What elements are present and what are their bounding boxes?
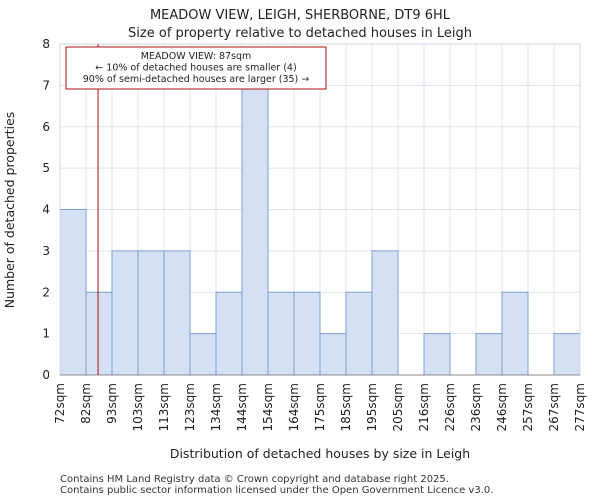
x-tick-label: 267sqm bbox=[547, 383, 561, 431]
bar-185sqm bbox=[345, 291, 373, 376]
x-tick-label: 154sqm bbox=[261, 383, 275, 431]
footer-line-2: Contains public sector information licen… bbox=[60, 485, 494, 496]
bar-246sqm bbox=[501, 291, 529, 376]
x-tick-label: 144sqm bbox=[235, 383, 249, 431]
x-tick-label: 257sqm bbox=[521, 383, 535, 431]
x-tick-label: 195sqm bbox=[365, 383, 379, 431]
chart-title: MEADOW VIEW, LEIGH, SHERBORNE, DT9 6HL bbox=[149, 8, 451, 23]
x-tick-label: 236sqm bbox=[469, 383, 483, 431]
x-tick-label: 113sqm bbox=[157, 383, 171, 431]
bar-72sqm bbox=[59, 209, 87, 376]
y-axis-label: Number of detached properties bbox=[2, 112, 17, 309]
y-tick-label: 8 bbox=[42, 37, 50, 51]
annotation-box bbox=[65, 46, 327, 90]
x-tick-label: 123sqm bbox=[183, 383, 197, 431]
annotation-line-1: MEADOW VIEW: 87sqm bbox=[141, 51, 252, 62]
x-tick-label: 164sqm bbox=[287, 383, 301, 431]
footer-line-1: Contains HM Land Registry data © Crown c… bbox=[60, 474, 449, 485]
x-tick-label: 246sqm bbox=[495, 383, 509, 431]
x-tick-label: 175sqm bbox=[313, 383, 327, 431]
chart-subtitle: Size of property relative to detached ho… bbox=[128, 26, 472, 41]
x-tick-label: 134sqm bbox=[209, 383, 223, 431]
x-tick-label: 226sqm bbox=[443, 383, 457, 431]
x-tick-label: 103sqm bbox=[131, 383, 145, 431]
axes: 0 1 2 3 4 5 6 7 8 72sqm 82sqm 93sqm 103sqm 113sqm 123s… bbox=[42, 37, 587, 431]
x-tick-label: 216sqm bbox=[417, 383, 431, 431]
y-tick-label: 7 bbox=[42, 78, 50, 92]
x-tick-label: 82sqm bbox=[79, 383, 93, 424]
annotation-line-3: 90% of semi-detached houses are larger (… bbox=[83, 74, 310, 85]
bar-134sqm bbox=[215, 291, 243, 376]
x-tick-label: 93sqm bbox=[105, 383, 119, 424]
x-axis-label: Distribution of detached houses by size … bbox=[170, 446, 470, 461]
y-tick-label: 0 bbox=[42, 368, 50, 382]
bars bbox=[59, 84, 581, 376]
y-tick-label: 6 bbox=[42, 120, 50, 134]
annotation: MEADOW VIEW: 87sqm← 10% of detached hous… bbox=[65, 46, 327, 90]
y-tick-label: 5 bbox=[42, 161, 50, 175]
bar-113sqm bbox=[163, 250, 191, 376]
bar-195sqm bbox=[371, 250, 399, 376]
bar-154sqm bbox=[267, 291, 295, 376]
bar-236sqm bbox=[475, 333, 503, 376]
bar-175sqm bbox=[319, 333, 347, 376]
bar-93sqm bbox=[111, 250, 139, 376]
x-tick-label: 205sqm bbox=[391, 383, 405, 431]
y-tick-label: 4 bbox=[42, 203, 50, 217]
y-tick-label: 3 bbox=[42, 244, 50, 258]
bar-82sqm bbox=[85, 291, 113, 376]
bar-144sqm bbox=[241, 84, 269, 376]
x-tick-label: 277sqm bbox=[573, 383, 587, 431]
x-tick-label: 185sqm bbox=[339, 383, 353, 431]
annotation-line-2: ← 10% of detached houses are smaller (4) bbox=[95, 63, 296, 74]
bar-216sqm bbox=[423, 333, 451, 376]
y-tick-label: 2 bbox=[42, 285, 50, 299]
x-tick-label: 72sqm bbox=[53, 383, 67, 424]
bar-123sqm bbox=[189, 333, 217, 376]
y-tick-label: 1 bbox=[42, 327, 50, 341]
bar-267sqm bbox=[553, 333, 581, 376]
bar-164sqm bbox=[293, 291, 321, 376]
bar-103sqm bbox=[137, 250, 165, 376]
